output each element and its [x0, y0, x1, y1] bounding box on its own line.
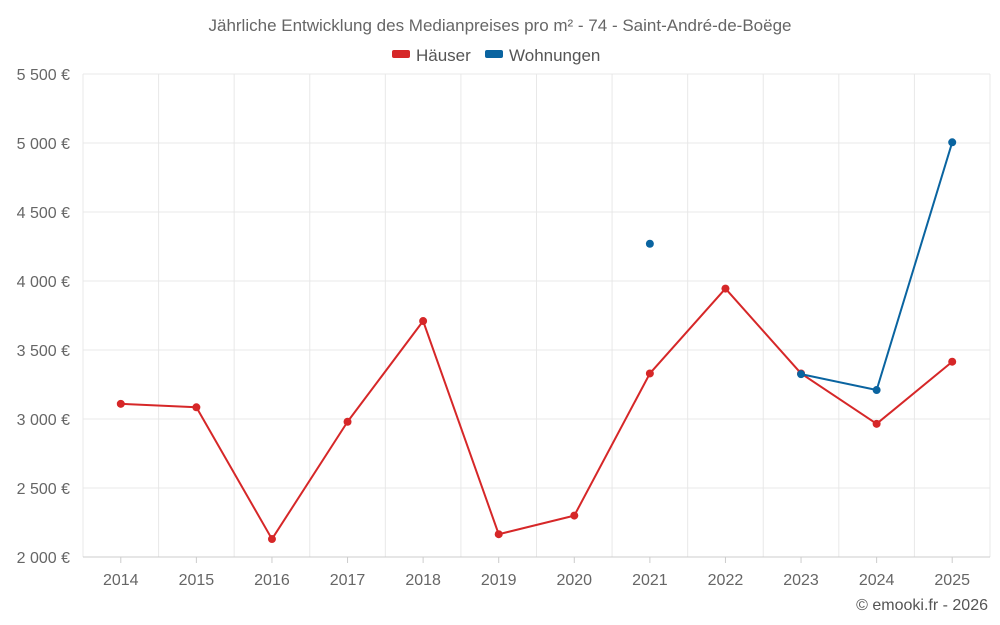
data-point[interactable] — [645, 369, 654, 378]
series-line — [120, 287, 953, 541]
y-axis-labels: 2 000 € 2 500 € 3 000 € 3 500 € 4 000 € 4 500… — [17, 67, 70, 567]
legend: Häuser Wohnungen — [392, 46, 600, 65]
credit-text: © emooki.fr - 2026 — [856, 597, 988, 614]
legend-label-wohnungen[interactable]: Wohnungen — [509, 46, 600, 65]
data-point[interactable] — [192, 403, 201, 412]
data-point[interactable] — [721, 284, 730, 293]
data-point[interactable] — [494, 530, 503, 539]
data-point[interactable] — [645, 239, 654, 248]
x-tick-label: 2019 — [481, 572, 517, 589]
x-tick-label: 2014 — [103, 572, 139, 589]
x-tick-label: 2018 — [405, 572, 441, 589]
x-tick-label: 2025 — [934, 572, 970, 589]
y-tick-label: 4 000 € — [17, 274, 70, 291]
data-point[interactable] — [267, 535, 276, 544]
x-gridlines — [82, 74, 991, 563]
data-point[interactable] — [343, 417, 352, 426]
data-point[interactable] — [872, 386, 881, 395]
data-point[interactable] — [116, 399, 125, 408]
y-tick-label: 2 000 € — [17, 550, 70, 567]
legend-label-haeuser[interactable]: Häuser — [416, 46, 471, 65]
x-tick-label: 2022 — [708, 572, 744, 589]
data-point[interactable] — [419, 317, 428, 326]
y-tick-label: 3 000 € — [17, 412, 70, 429]
series-wohnungen — [645, 138, 957, 395]
y-tick-label: 3 500 € — [17, 343, 70, 360]
x-tick-label: 2023 — [783, 572, 819, 589]
x-tick-label: 2015 — [179, 572, 215, 589]
data-point[interactable] — [570, 511, 579, 520]
data-point[interactable] — [797, 370, 806, 379]
x-axis-labels: 2014 2015 2016 2017 2018 2019 2020 2021 2022 2023… — [103, 572, 970, 589]
x-tick-label: 2017 — [330, 572, 366, 589]
data-point[interactable] — [872, 419, 881, 428]
chart-title: Jährliche Entwicklung des Medianpreises … — [208, 16, 791, 35]
x-tick-label: 2024 — [859, 572, 895, 589]
legend-swatch-haeuser — [392, 50, 410, 58]
y-tick-label: 4 500 € — [17, 205, 70, 222]
y-tick-label: 2 500 € — [17, 481, 70, 498]
series-line — [800, 142, 954, 392]
data-point[interactable] — [948, 357, 957, 366]
data-point[interactable] — [948, 138, 957, 147]
legend-swatch-wohnungen — [485, 50, 503, 58]
y-tick-label: 5 000 € — [17, 136, 70, 153]
x-tick-label: 2021 — [632, 572, 668, 589]
x-tick-label: 2016 — [254, 572, 290, 589]
y-tick-label: 5 500 € — [17, 67, 70, 84]
x-tick-label: 2020 — [556, 572, 592, 589]
series-layer — [116, 138, 957, 544]
